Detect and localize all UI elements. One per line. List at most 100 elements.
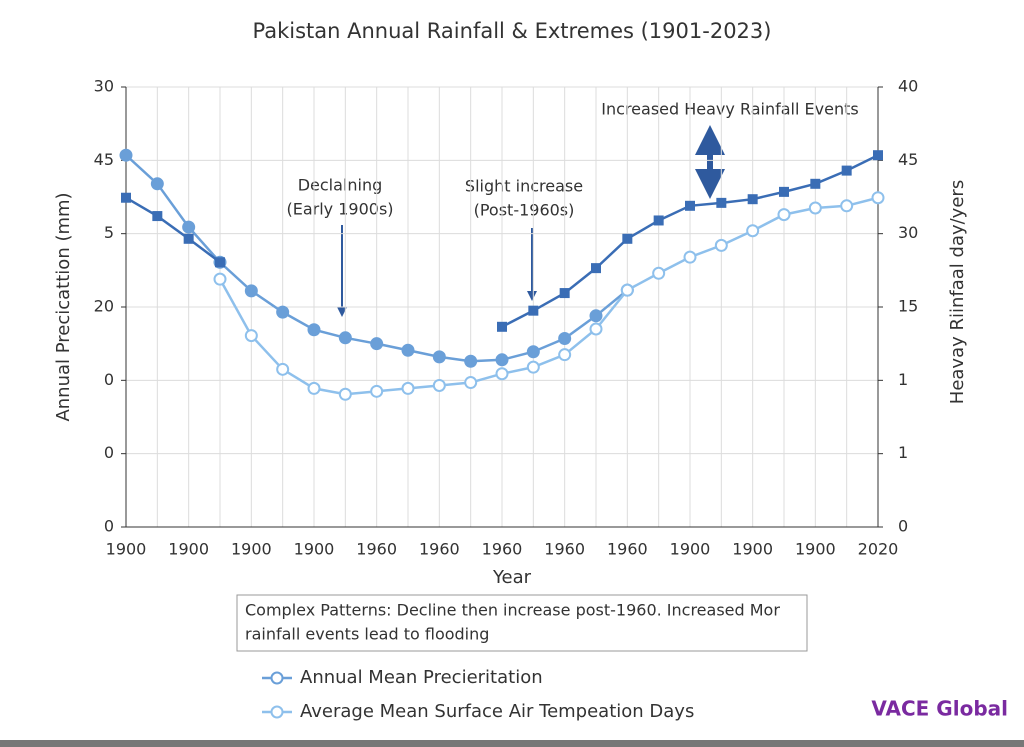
legend-marker (270, 705, 284, 719)
point (215, 257, 225, 268)
annotation: Slight increase (465, 177, 583, 196)
y2-tick-label: 0 (898, 517, 908, 536)
point (307, 381, 321, 395)
x-tick-label: 1960 (607, 540, 648, 559)
point (685, 200, 695, 211)
point (591, 263, 601, 274)
x-tick-label: 1900 (231, 540, 272, 559)
x-tick-label: 2020 (858, 540, 899, 559)
series-line (125, 196, 221, 264)
x-tick-label: 1960 (419, 540, 460, 559)
annotation: (Early 1900s) (286, 200, 393, 219)
note-text: Complex Patterns: Decline then increase … (245, 601, 780, 620)
point (558, 332, 572, 346)
y-tick-label: 5 (104, 223, 114, 242)
point (464, 376, 478, 390)
y2-tick-label: 1 (898, 370, 908, 389)
point (653, 215, 664, 226)
note-box (236, 594, 808, 652)
point (495, 367, 509, 381)
point (777, 208, 791, 222)
point (528, 305, 539, 316)
watermark: VACE Global (871, 697, 1008, 721)
series-line (218, 196, 879, 396)
point (152, 211, 163, 222)
point (779, 186, 789, 197)
point (121, 192, 131, 203)
point (526, 345, 540, 359)
note-text: rainfall events lead to flooding (245, 625, 489, 644)
x-tick-label: 1900 (732, 540, 773, 559)
y-tick-label: 0 (104, 370, 114, 389)
point (622, 233, 633, 244)
point (746, 224, 760, 238)
point (150, 177, 164, 191)
y-tick-label: 0 (104, 443, 114, 462)
point (401, 381, 415, 395)
point (401, 343, 415, 357)
point (620, 283, 634, 297)
point (276, 362, 290, 376)
point (338, 387, 352, 401)
x-tick-label: 1900 (168, 540, 209, 559)
point (808, 201, 822, 215)
point (495, 353, 509, 367)
point (119, 148, 133, 162)
point (307, 323, 321, 337)
point (183, 233, 194, 244)
x-axis-label: Year (492, 567, 532, 588)
legend-marker (270, 671, 284, 685)
point (840, 199, 854, 213)
y2-tick-label: 45 (898, 150, 918, 169)
point (873, 150, 883, 161)
y2-tick-label: 1 (898, 443, 908, 462)
point (558, 348, 572, 362)
x-tick-label: 1900 (106, 540, 147, 559)
y2-tick-label: 40 (898, 77, 918, 96)
point (871, 191, 885, 205)
point (810, 178, 821, 189)
point (244, 329, 258, 343)
point (276, 305, 290, 319)
y2-tick-label: 15 (898, 297, 918, 316)
point (589, 322, 603, 336)
annotation: (Post-1960s) (474, 201, 575, 220)
y-axis-label: Annual Precicattion (mm) (53, 192, 74, 421)
point (182, 220, 196, 234)
x-tick-label: 1960 (544, 540, 585, 559)
x-tick-label: 1900 (795, 540, 836, 559)
point (370, 384, 384, 398)
point (497, 321, 507, 332)
y-tick-label: 0 (104, 517, 114, 536)
point (370, 337, 384, 351)
point (213, 272, 227, 286)
point (652, 266, 666, 280)
point (683, 250, 697, 264)
legend-label: Average Mean Surface Air Tempeation Days (300, 701, 694, 722)
point (716, 197, 727, 208)
annotation: Declalning (298, 176, 383, 195)
point (747, 194, 758, 205)
point (432, 350, 446, 364)
legend-label: Annual Mean Precieritation (300, 667, 543, 688)
point (841, 165, 852, 176)
y2-tick-label: 30 (898, 223, 918, 242)
point (526, 360, 540, 374)
point (464, 354, 478, 368)
chart-title: Pakistan Annual Rainfall & Extremes (190… (253, 19, 772, 43)
x-tick-label: 1900 (294, 540, 335, 559)
x-tick-label: 1900 (670, 540, 711, 559)
point (338, 331, 352, 345)
point (244, 284, 258, 298)
point (589, 309, 603, 323)
y2-axis-label: Heavay Riinfaal day/yers (947, 180, 968, 404)
point (432, 378, 446, 392)
annotation: Increased Heavy Rainfall Events (601, 100, 858, 119)
x-tick-label: 1960 (356, 540, 397, 559)
y-tick-label: 45 (94, 150, 114, 169)
y-tick-label: 30 (94, 77, 114, 96)
point (714, 238, 728, 252)
x-tick-label: 1960 (482, 540, 523, 559)
point (559, 288, 570, 299)
